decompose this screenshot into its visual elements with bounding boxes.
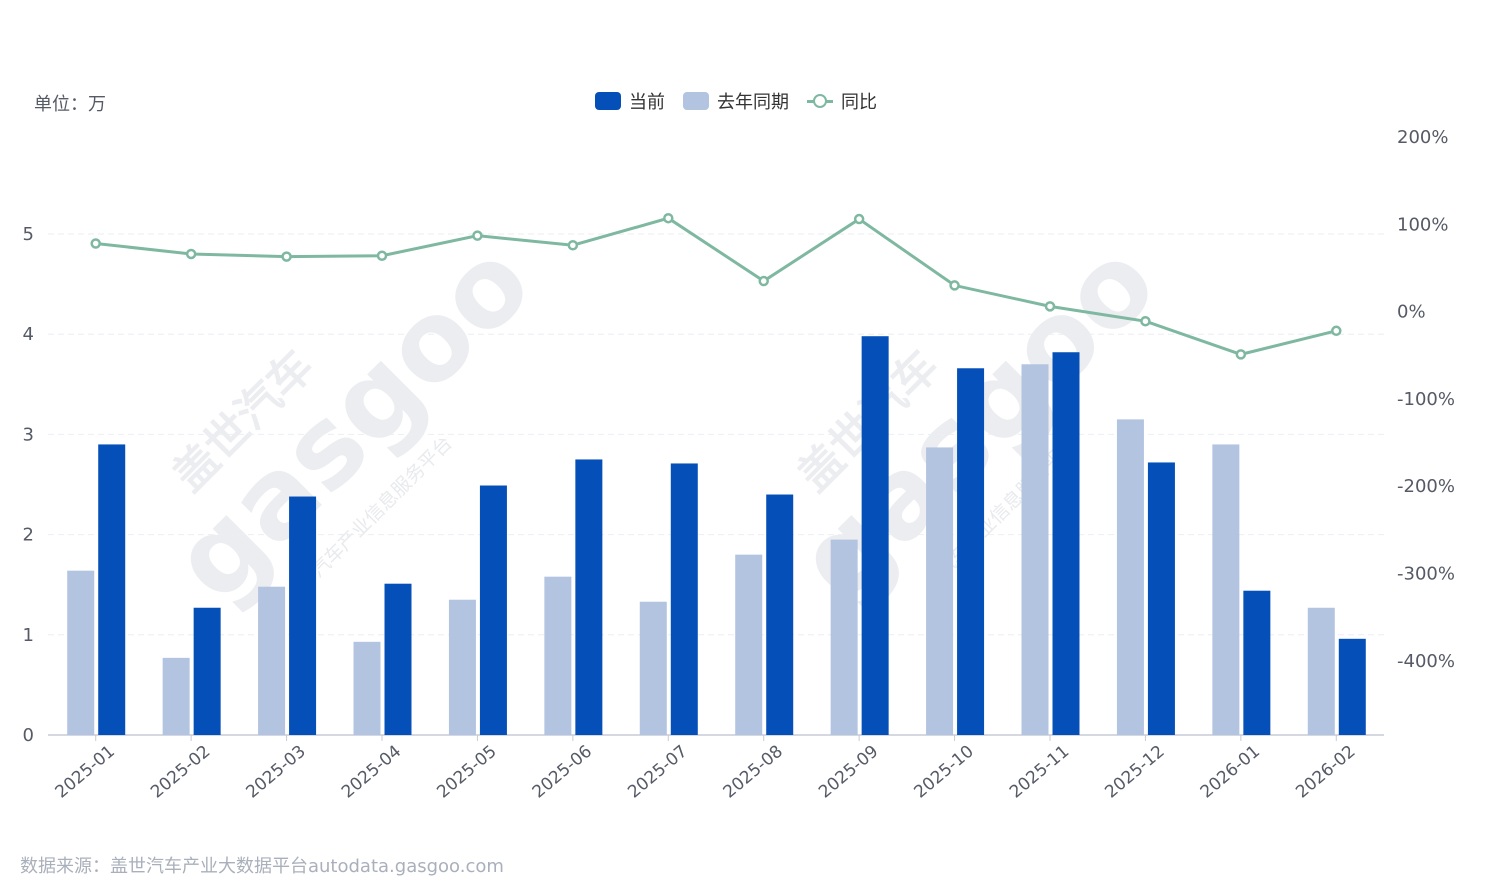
point-yoy — [376, 250, 388, 261]
bar-current — [1243, 590, 1271, 735]
x-tick-label: 2025-03 — [243, 742, 310, 803]
bar-current — [670, 463, 698, 735]
point-yoy — [1331, 325, 1342, 337]
bar-last-year — [830, 539, 858, 735]
x-tick-label: 2025-07 — [624, 742, 691, 803]
bar-last-year — [735, 554, 763, 735]
bar-last-year — [1021, 364, 1049, 735]
bar-current — [1147, 462, 1175, 735]
point-yoy — [1140, 315, 1151, 327]
x-tick-label: 2025-09 — [815, 742, 882, 803]
series-line-yoy — [95, 216, 1337, 356]
legend-swatch-yoy — [807, 92, 833, 110]
point-yoy — [1044, 301, 1056, 312]
x-tick-label: 2025-05 — [433, 742, 500, 803]
legend-label-yoy: 同比 — [841, 92, 877, 113]
point-yoy — [185, 248, 197, 260]
bar-last-year — [353, 641, 381, 735]
x-tick-label: 2025-01 — [52, 742, 119, 803]
bar-last-year — [639, 601, 667, 735]
bar-current — [957, 368, 985, 735]
point-yoy — [472, 230, 483, 241]
legend: 当前 去年同期 同比 — [595, 88, 895, 114]
y-right-tick-label: -400% — [1397, 651, 1455, 672]
bar-current — [479, 485, 507, 735]
y-right-tick-label: -100% — [1397, 389, 1455, 410]
legend-swatch-last-year — [683, 92, 709, 110]
x-tick-label: 2025-02 — [147, 742, 214, 803]
data-source: 数据来源：盖世汽车产业大数据平台autodata.gasgoo.com — [20, 856, 504, 877]
legend-item-yoy[interactable]: 同比 — [807, 88, 877, 114]
point-yoy — [949, 280, 960, 291]
bar-last-year — [162, 657, 190, 735]
bar-current — [384, 583, 412, 735]
y-right-tick-label: 0% — [1397, 302, 1426, 323]
point-yoy — [281, 251, 292, 262]
bar-last-year — [544, 576, 572, 735]
bar-last-year — [926, 447, 954, 735]
bar-current — [193, 607, 221, 735]
bar-current — [98, 444, 126, 735]
bar-last-year — [258, 586, 286, 735]
bar-last-year — [67, 570, 95, 735]
unit-label: 单位：万 — [34, 94, 106, 115]
point-yoy — [663, 212, 674, 224]
y-right-tick-label: 100% — [1397, 214, 1448, 235]
bar-current — [289, 496, 317, 735]
legend-item-last-year[interactable]: 去年同期 — [683, 88, 789, 114]
legend-swatch-current — [595, 92, 621, 110]
legend-label-current: 当前 — [629, 92, 665, 113]
y-left-tick-label: 2 — [23, 525, 34, 546]
point-yoy — [853, 213, 865, 225]
bar-current — [766, 494, 794, 735]
y-left-tick-label: 1 — [23, 625, 34, 646]
x-tick-label: 2025-06 — [529, 742, 596, 803]
bar-last-year — [1116, 419, 1144, 735]
y-left-tick-label: 0 — [23, 725, 34, 746]
y-right-tick-label: 200% — [1397, 127, 1448, 148]
bar-current — [575, 459, 603, 735]
legend-label-last-year: 去年同期 — [717, 92, 789, 113]
bar-current — [1052, 352, 1080, 735]
x-tick-label: 2026-02 — [1292, 742, 1359, 803]
point-yoy — [1235, 349, 1247, 360]
bar-current — [1338, 638, 1366, 735]
x-tick-label: 2026-01 — [1197, 742, 1264, 803]
x-tick-label: 2025-11 — [1006, 742, 1073, 803]
x-tick-label: 2025-12 — [1101, 742, 1168, 803]
y-right-tick-label: -200% — [1397, 476, 1455, 497]
x-tick-label: 2025-04 — [338, 742, 405, 803]
legend-item-current[interactable]: 当前 — [595, 88, 665, 114]
x-tick-label: 2025-08 — [720, 742, 787, 803]
y-left-tick-label: 3 — [23, 424, 34, 445]
bar-current — [861, 336, 889, 735]
x-tick-label: 2025-10 — [911, 742, 978, 803]
point-yoy — [758, 275, 769, 287]
bar-last-year — [1212, 444, 1240, 735]
point-yoy — [90, 238, 101, 249]
bar-last-year — [448, 599, 476, 735]
bar-last-year — [1307, 607, 1335, 735]
y-left-tick-label: 5 — [23, 224, 34, 245]
point-yoy — [567, 240, 579, 251]
y-right-tick-label: -300% — [1397, 564, 1455, 585]
y-left-tick-label: 4 — [23, 324, 34, 345]
